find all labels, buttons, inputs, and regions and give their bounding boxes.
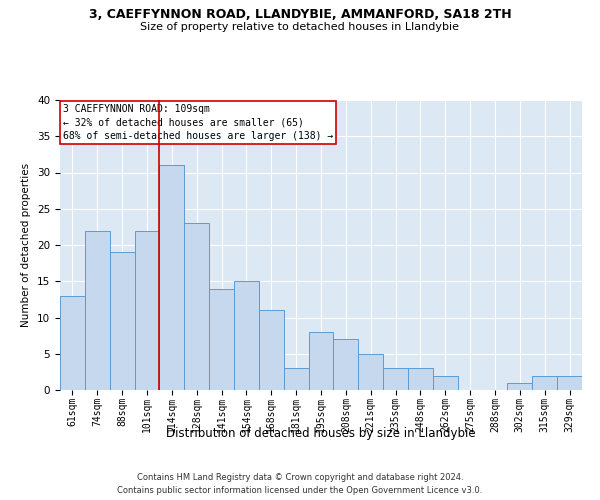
Bar	[60, 296, 85, 390]
Bar	[408, 368, 433, 390]
Bar	[532, 376, 557, 390]
Bar	[134, 230, 160, 390]
Text: Size of property relative to detached houses in Llandybie: Size of property relative to detached ho…	[140, 22, 460, 32]
Bar	[85, 230, 110, 390]
Text: 3 CAEFFYNNON ROAD: 109sqm
← 32% of detached houses are smaller (65)
68% of semi-: 3 CAEFFYNNON ROAD: 109sqm ← 32% of detac…	[62, 104, 333, 141]
Bar	[334, 339, 358, 390]
Y-axis label: Number of detached properties: Number of detached properties	[22, 163, 31, 327]
Text: 3, CAEFFYNNON ROAD, LLANDYBIE, AMMANFORD, SA18 2TH: 3, CAEFFYNNON ROAD, LLANDYBIE, AMMANFORD…	[89, 8, 511, 20]
Bar	[160, 165, 184, 390]
Text: Distribution of detached houses by size in Llandybie: Distribution of detached houses by size …	[166, 428, 476, 440]
Bar	[358, 354, 383, 390]
Bar	[110, 252, 134, 390]
Bar	[184, 223, 209, 390]
Bar	[234, 281, 259, 390]
Bar	[209, 288, 234, 390]
Bar	[284, 368, 308, 390]
Bar	[259, 310, 284, 390]
Bar	[557, 376, 582, 390]
Text: Contains HM Land Registry data © Crown copyright and database right 2024.: Contains HM Land Registry data © Crown c…	[137, 472, 463, 482]
Bar	[383, 368, 408, 390]
Bar	[433, 376, 458, 390]
Bar	[308, 332, 334, 390]
Text: Contains public sector information licensed under the Open Government Licence v3: Contains public sector information licen…	[118, 486, 482, 495]
Bar	[508, 383, 532, 390]
